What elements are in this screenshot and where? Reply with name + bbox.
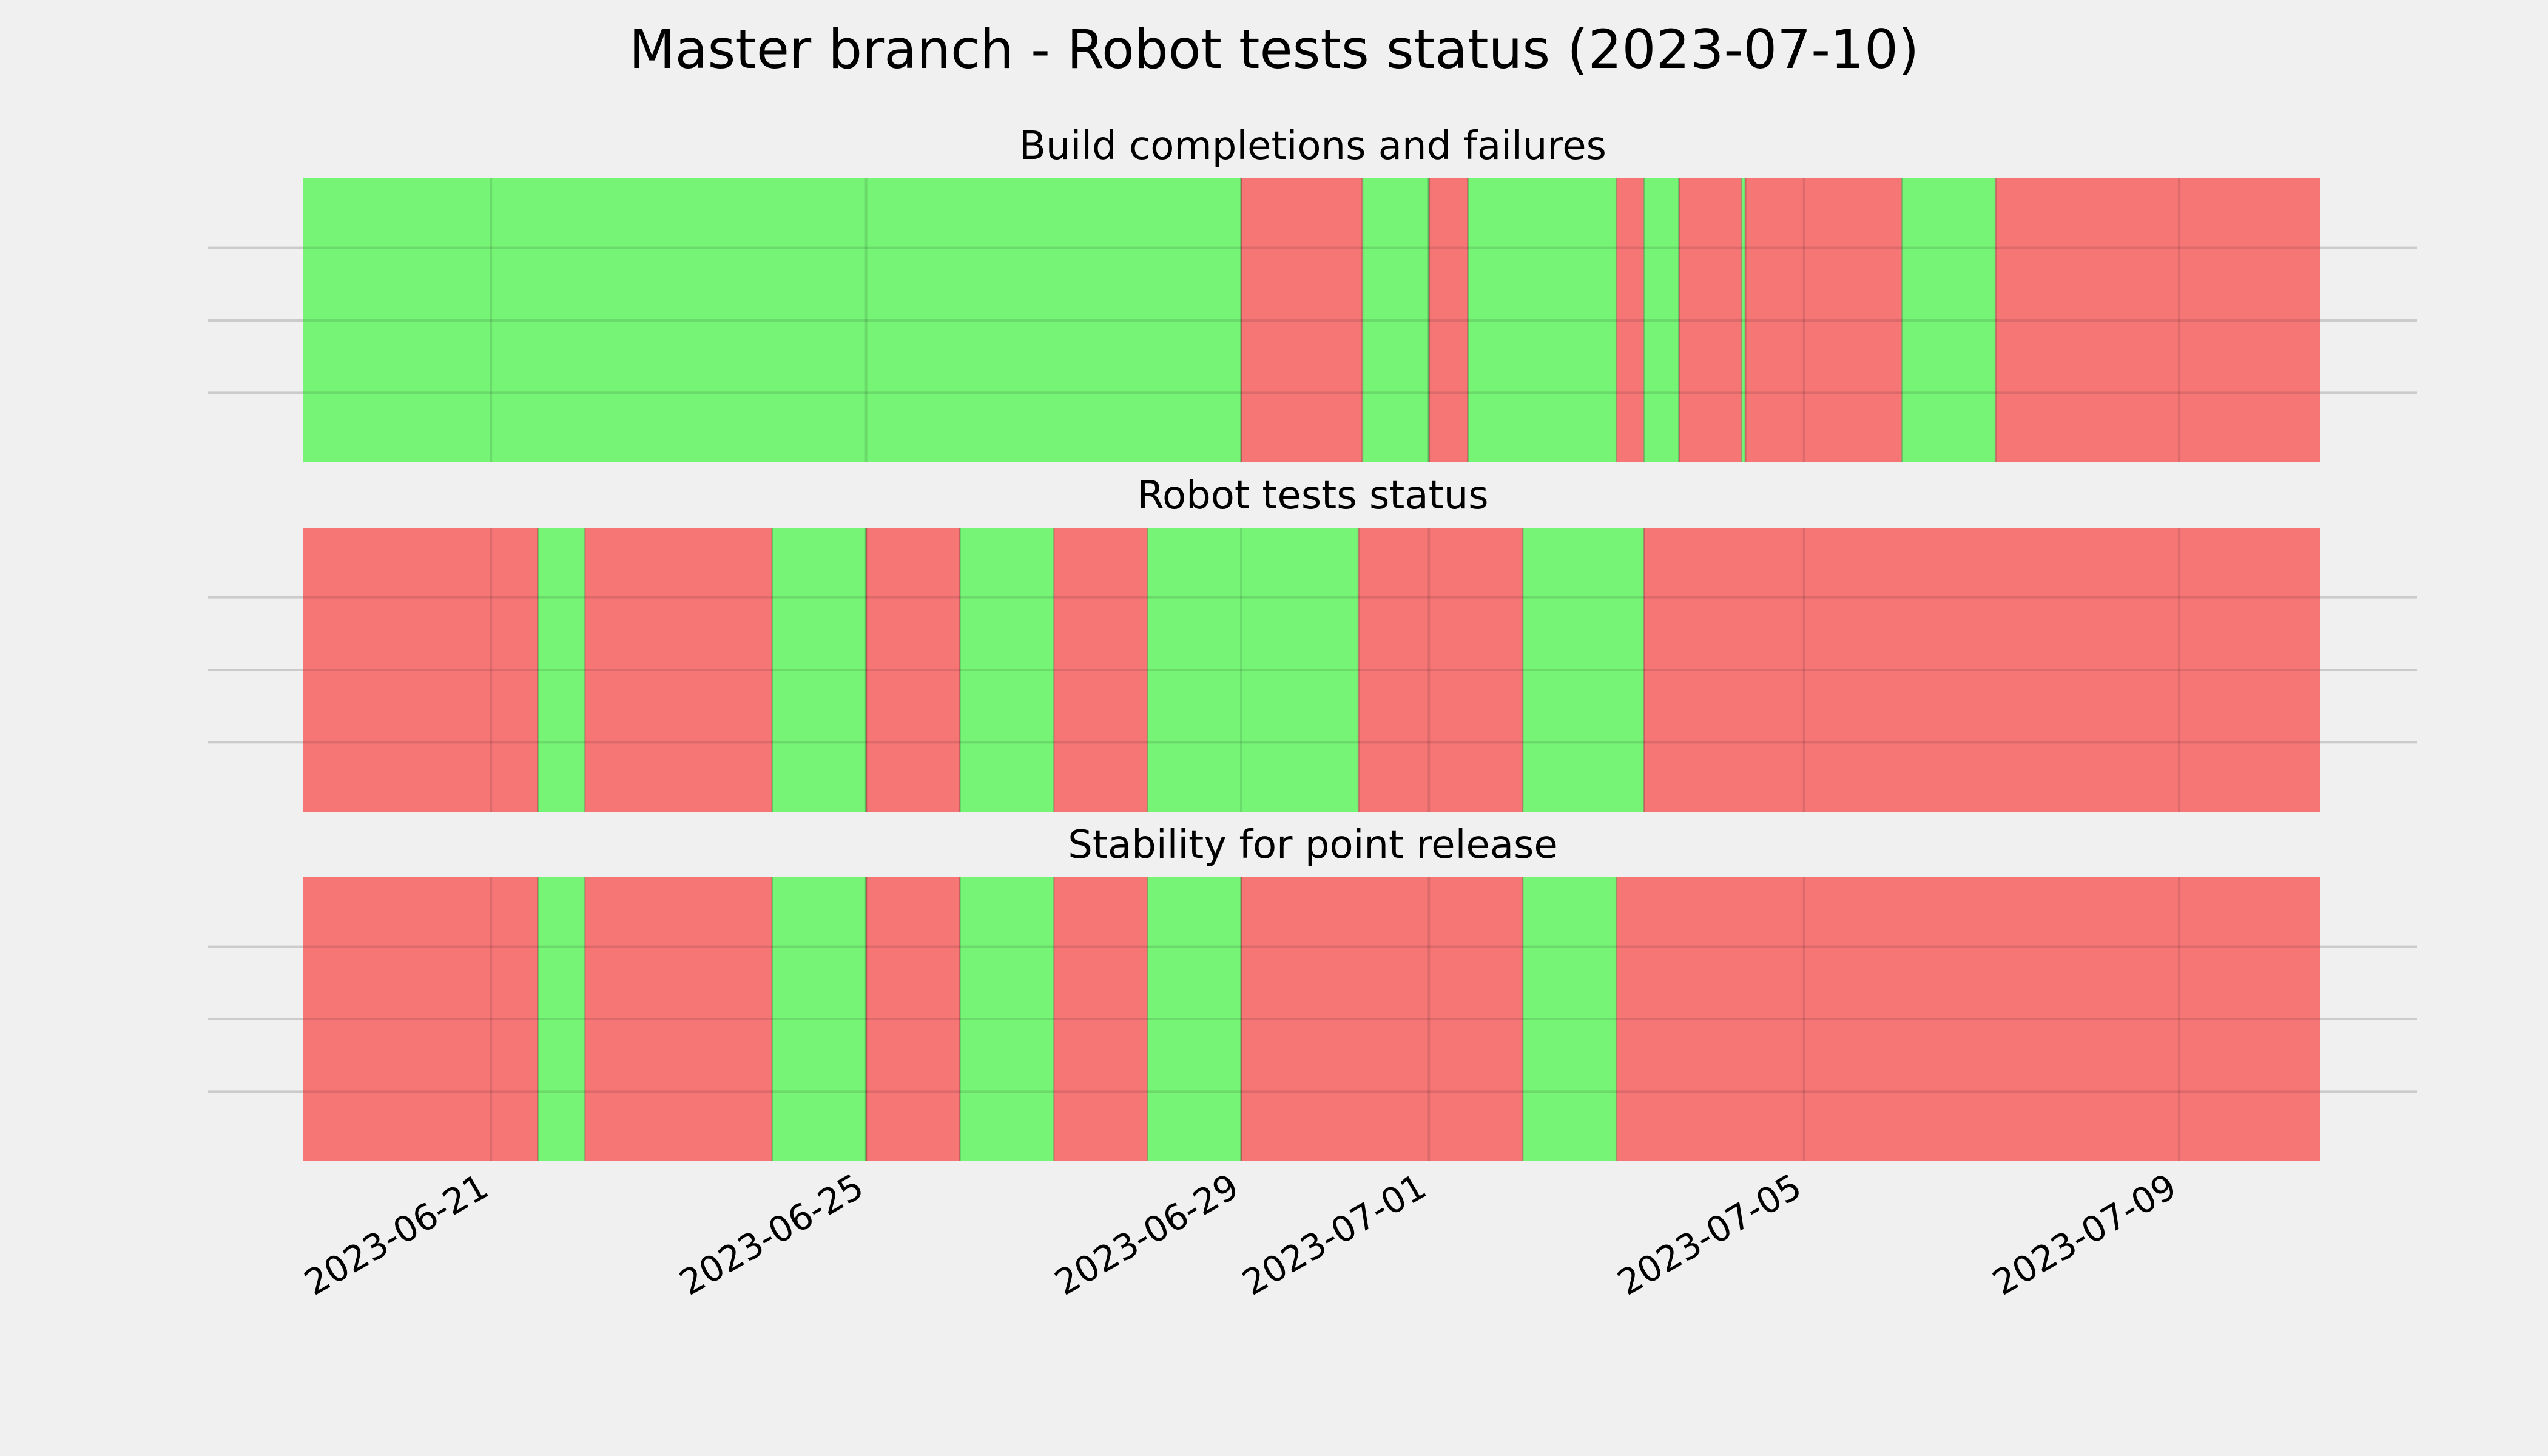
panel-robot-tests: Robot tests status [208, 473, 2417, 812]
segment-pass [1468, 178, 1617, 462]
segment-fail [1241, 877, 1523, 1161]
segment-pass [772, 528, 866, 812]
segment-pass [1522, 877, 1617, 1161]
segment-fail [866, 877, 960, 1161]
segment-fail [1358, 528, 1523, 812]
panel-title-robot: Robot tests status [1137, 473, 1488, 518]
segment-fail [1995, 178, 2320, 462]
segment-fail [1053, 528, 1148, 812]
segment-fail [1616, 178, 1644, 462]
segment-pass [960, 877, 1054, 1161]
segment-fail [303, 528, 538, 812]
segment-fail [584, 877, 773, 1161]
segment-fail [1616, 877, 2320, 1161]
panel-build-completions: Build completions and failures [208, 124, 2417, 462]
segment-fail [303, 877, 538, 1161]
segment-fail [584, 528, 773, 812]
segment-pass [303, 178, 1242, 462]
segment-fail [1643, 528, 2320, 812]
segment-fail [1679, 178, 1742, 462]
segment-pass [1643, 178, 1679, 462]
segment-pass [538, 528, 585, 812]
segment-fail [1429, 178, 1468, 462]
chart-title: Master branch - Robot tests status (2023… [629, 18, 1919, 81]
segment-pass [1362, 178, 1429, 462]
segment-fail [1241, 178, 1363, 462]
segment-fail [1745, 178, 1902, 462]
segment-pass [538, 877, 585, 1161]
segment-pass [1147, 528, 1359, 812]
panel-title-build: Build completions and failures [1019, 124, 1606, 169]
segment-pass [960, 528, 1054, 812]
segment-pass [1522, 528, 1644, 812]
segment-pass [772, 877, 866, 1161]
segment-pass [1901, 178, 1996, 462]
panel-title-stability: Stability for point release [1068, 823, 1558, 868]
segment-fail [866, 528, 960, 812]
segment-pass [1741, 178, 1746, 462]
segment-pass [1147, 877, 1242, 1161]
panel-stability: Stability for point release [208, 823, 2417, 1161]
segment-fail [1053, 877, 1148, 1161]
